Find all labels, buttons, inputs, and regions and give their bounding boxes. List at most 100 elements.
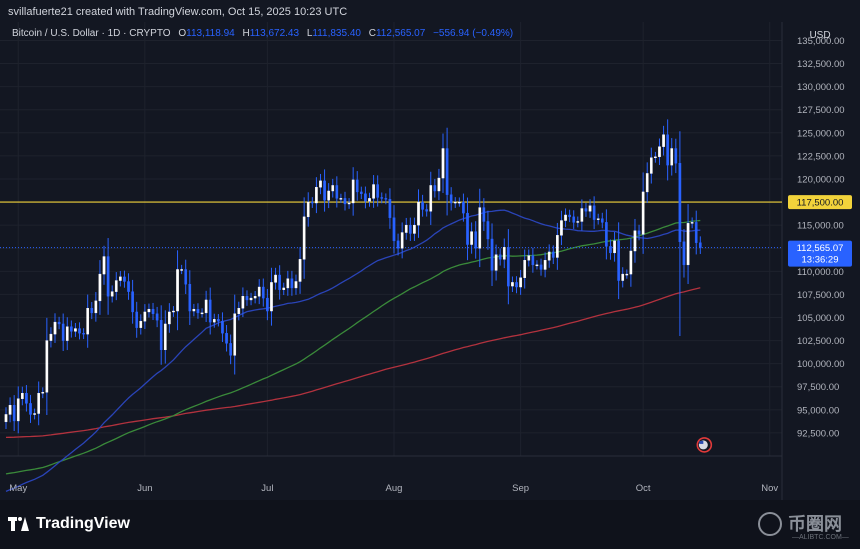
candle-body xyxy=(196,308,200,314)
candle-body xyxy=(331,185,335,192)
candle-body xyxy=(633,230,637,252)
candle-body xyxy=(437,177,441,192)
y-tick-label: 120,000.00 xyxy=(797,174,845,185)
candle-body xyxy=(592,205,596,220)
candle-body xyxy=(163,323,167,351)
candle-body xyxy=(294,281,298,289)
candle-body xyxy=(445,148,449,195)
candle-body xyxy=(511,282,514,287)
candle-body xyxy=(229,343,232,356)
tradingview-logo[interactable]: TradingView xyxy=(8,515,130,533)
ma-short-line xyxy=(5,209,701,492)
y-tick-label: 122,500.00 xyxy=(797,151,845,162)
candle-body xyxy=(123,276,126,282)
candle-body xyxy=(453,201,457,204)
y-tick-label: 92,500.00 xyxy=(797,428,839,439)
candle-body xyxy=(649,157,653,174)
candle-body xyxy=(543,260,547,270)
symbol-title: Bitcoin / U.S. Dollar · 1D · CRYPTO xyxy=(12,28,171,39)
candle-body xyxy=(319,180,322,188)
candle-body xyxy=(625,273,629,276)
candle-body xyxy=(629,250,633,275)
candle-body xyxy=(621,273,625,281)
candle-body xyxy=(327,190,330,201)
y-tick-label: 100,000.00 xyxy=(797,359,845,370)
watermark: 币圈网 —ALIBTC.COM— xyxy=(758,508,854,546)
candle-body xyxy=(21,393,24,399)
candle-body xyxy=(380,197,384,199)
currency-button[interactable]: USD xyxy=(809,30,831,41)
candle-body xyxy=(449,194,453,204)
candle-body xyxy=(600,218,604,223)
candle-body xyxy=(515,282,518,288)
candle-body xyxy=(172,310,175,313)
flag-canton xyxy=(699,440,704,444)
candle-body xyxy=(547,251,551,261)
tradingview-logo-icon xyxy=(8,517,30,531)
tradingview-logo-text: TradingView xyxy=(36,515,130,532)
candle-body xyxy=(682,241,686,266)
candle-body xyxy=(270,282,273,312)
candle-body xyxy=(282,287,286,290)
candle-body xyxy=(568,214,571,218)
candle-body xyxy=(372,184,375,199)
candle-body xyxy=(188,284,192,312)
candle-body xyxy=(8,405,12,415)
candle-body xyxy=(617,240,620,281)
candle-body xyxy=(368,198,371,202)
y-tick-label: 135,000.00 xyxy=(797,36,845,47)
candle-body xyxy=(658,146,661,158)
candle-body xyxy=(49,333,53,341)
candle-body xyxy=(678,163,682,242)
y-tick-label: 115,000.00 xyxy=(797,221,844,232)
chart-area[interactable]: 135,000.00 132,500.00 130,000.00 127,500.00… xyxy=(0,22,860,500)
candle-body xyxy=(539,264,543,270)
candle-body xyxy=(57,321,61,325)
candle-body xyxy=(613,240,616,254)
price-chart[interactable]: 135,000.00 132,500.00 130,000.00 127,500.00… xyxy=(0,22,860,500)
candle-body xyxy=(694,222,698,243)
y-tick-label: 125,000.00 xyxy=(797,128,845,139)
candle-body xyxy=(323,180,326,201)
candle-body xyxy=(302,216,306,260)
high-label: H xyxy=(242,28,250,39)
candle-body xyxy=(409,224,412,234)
x-tick-label: Aug xyxy=(386,483,403,494)
candle-body xyxy=(482,207,486,222)
footer-bar: TradingView 币圈网 —ALIBTC.COM— xyxy=(0,500,860,549)
candle-body xyxy=(221,320,224,334)
x-tick-label: Nov xyxy=(761,483,778,494)
candle-body xyxy=(155,313,159,321)
candle-body xyxy=(376,184,379,198)
candle-body xyxy=(417,201,420,226)
candle-body xyxy=(674,148,678,164)
candle-body xyxy=(690,222,694,224)
candle-body xyxy=(110,291,114,297)
candle-body xyxy=(261,286,265,299)
candle-body xyxy=(527,255,531,261)
x-tick-label: Jul xyxy=(261,483,273,494)
candle-body xyxy=(609,246,612,254)
candle-body xyxy=(82,332,85,335)
candle-body xyxy=(347,202,351,205)
candle-body xyxy=(637,230,641,235)
y-tick-label: 97,500.00 xyxy=(797,382,839,393)
ma-mid-line xyxy=(5,219,701,475)
candle-body xyxy=(576,221,580,223)
candle-body xyxy=(339,198,343,200)
event-marker-icon xyxy=(696,437,713,453)
candle-body xyxy=(641,191,645,235)
candle-body xyxy=(335,185,339,199)
candle-body xyxy=(364,193,367,202)
candle-body xyxy=(114,280,118,292)
candle-body xyxy=(212,319,216,323)
candle-body xyxy=(86,308,90,335)
candle-body xyxy=(102,256,106,275)
open-label: O xyxy=(178,28,187,39)
candle-body xyxy=(135,311,139,328)
candle-body xyxy=(310,201,314,204)
candle-body xyxy=(159,320,163,351)
candle-body xyxy=(531,255,535,266)
candle-body xyxy=(490,238,494,271)
x-tick-label: Jun xyxy=(137,483,152,494)
